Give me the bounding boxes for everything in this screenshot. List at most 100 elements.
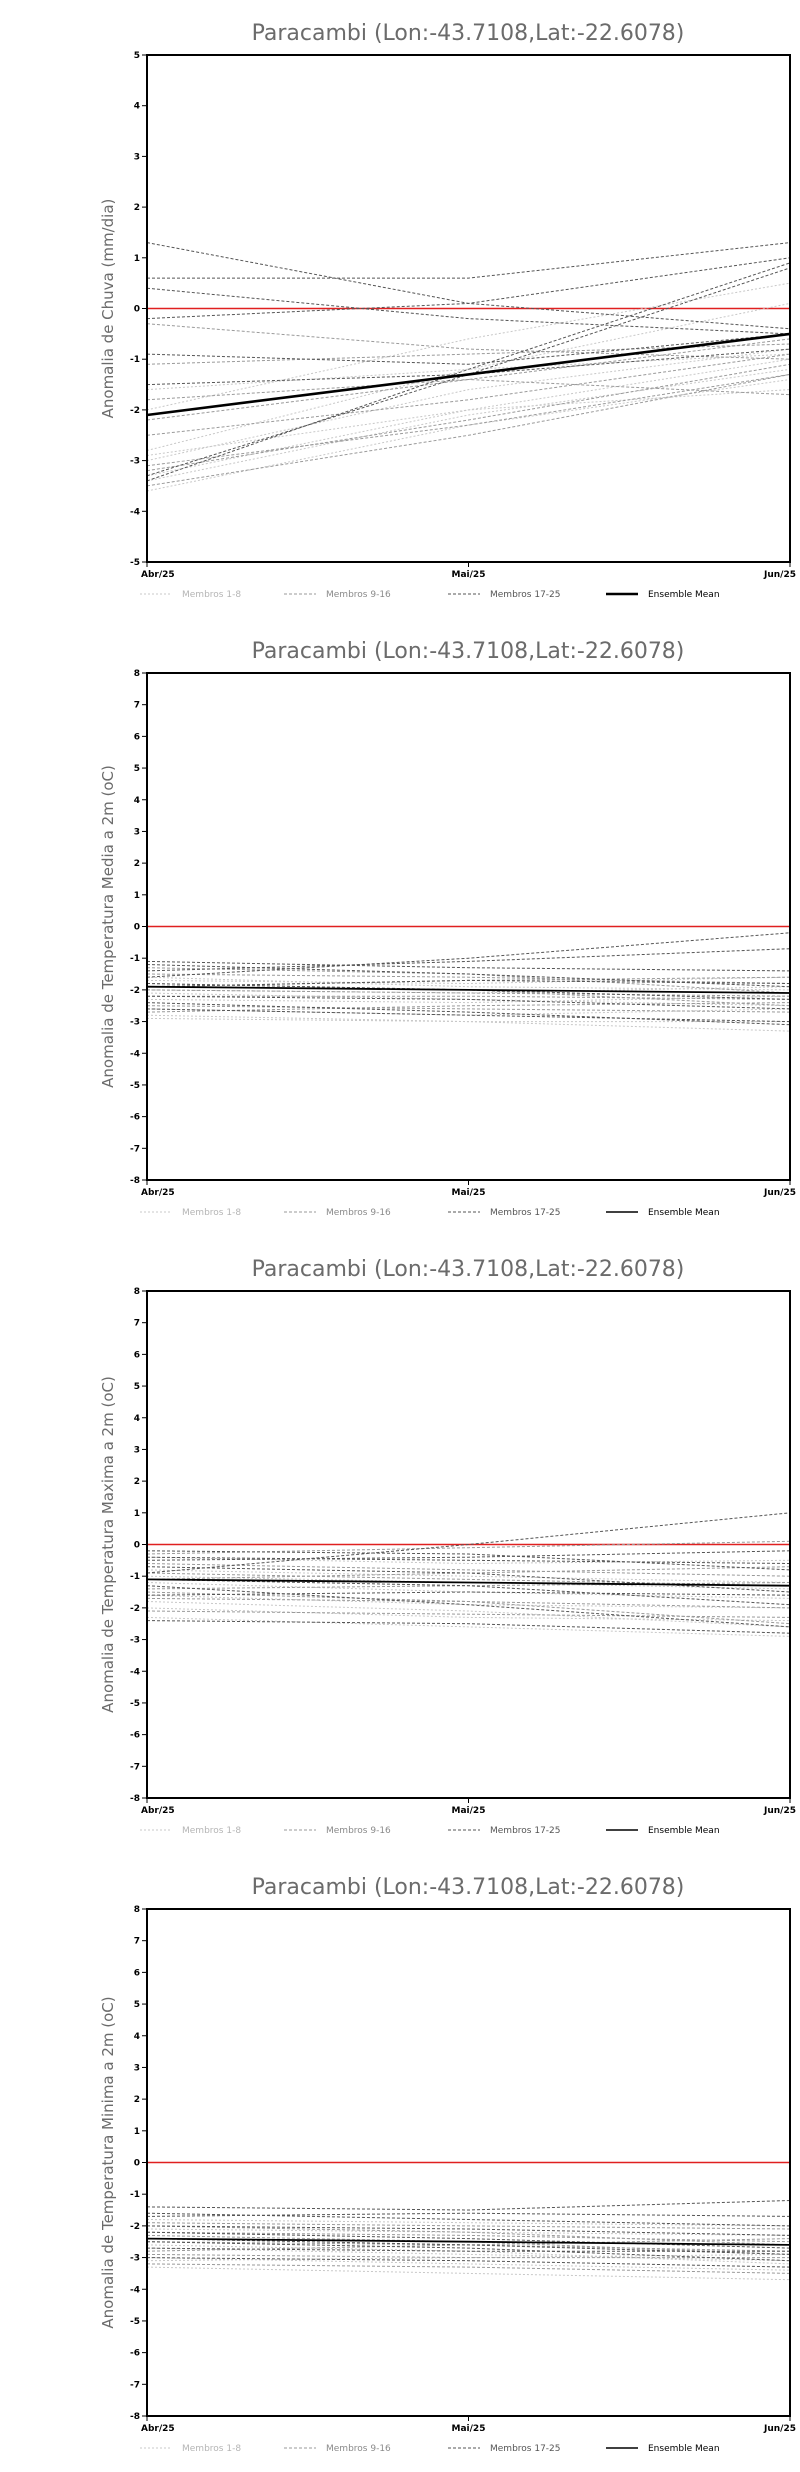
x-tick-label: Abr/25	[141, 570, 175, 580]
x-tick-label: Abr/25	[141, 1806, 175, 1816]
ensemble-mean-line	[146, 1578, 791, 1587]
member-line	[146, 1569, 791, 1583]
legend-label: Membros 9-16	[326, 2444, 391, 2454]
member-line	[146, 1566, 791, 1593]
y-tick-label: 5	[134, 51, 140, 61]
y-tick-label: -2	[130, 1604, 140, 1614]
member-line	[146, 2219, 791, 2227]
x-tick-label: Jun/25	[763, 1188, 796, 1198]
y-tick-label: 7	[134, 1319, 140, 1329]
member-line	[146, 262, 791, 482]
x-tick-label: Mai/25	[452, 1806, 486, 1816]
member-line	[146, 2225, 791, 2246]
member-line	[146, 378, 791, 401]
y-tick-label: 0	[134, 1541, 140, 1551]
y-tick-label: 6	[134, 732, 140, 742]
y-tick-label: -6	[130, 1731, 140, 1741]
x-tick-label: Mai/25	[452, 570, 486, 580]
y-tick-label: -3	[130, 457, 140, 467]
y-tick-label: -4	[130, 1049, 140, 1059]
member-line	[147, 242, 791, 279]
y-tick-label: 4	[134, 796, 140, 806]
member-line	[146, 1572, 791, 1587]
plot-frame	[146, 54, 791, 563]
member-line	[146, 1002, 791, 1026]
legend-label: Membros 9-16	[326, 590, 391, 600]
member-line	[146, 358, 791, 477]
member-line	[146, 1620, 791, 1634]
member-line	[146, 2257, 791, 2268]
member-line	[146, 2247, 790, 2252]
y-tick-label: 7	[134, 1937, 140, 1947]
member-line	[146, 282, 791, 411]
member-line	[146, 323, 791, 360]
y-axis-label: Anomalia de Temperatura Media a 2m (oC)	[99, 765, 117, 1088]
y-tick-label: 4	[134, 1414, 140, 1424]
y-tick-label: 7	[134, 701, 140, 711]
chart-1: Paracambi (Lon:-43.7108,Lat:-22.6078) Ano…	[99, 21, 796, 600]
y-tick-label: 5	[134, 764, 140, 774]
y-tick-label: -3	[130, 1018, 140, 1028]
member-line	[146, 1556, 791, 1564]
x-tick-label: Jun/25	[763, 570, 796, 580]
member-line	[146, 2200, 791, 2211]
member-line	[146, 302, 791, 451]
member-line	[146, 373, 791, 467]
legend-label: Membros 1-8	[182, 1826, 241, 1836]
ensemble-mean-line	[146, 2237, 791, 2246]
member-line	[146, 2253, 790, 2259]
member-line	[146, 379, 791, 492]
member-line	[146, 989, 791, 997]
legend-label: Membros 17-25	[490, 1208, 561, 1218]
chart-title: Paracambi (Lon:-43.7108,Lat:-22.6078)	[252, 1257, 685, 1282]
y-tick-label: -3	[130, 1636, 140, 1646]
y-tick-label: -3	[130, 2254, 140, 2264]
y-tick-label: -4	[130, 2285, 140, 2295]
member-line	[146, 1610, 791, 1618]
member-line	[146, 976, 791, 991]
legend-label: Ensemble Mean	[648, 590, 720, 600]
y-tick-label: 4	[134, 102, 140, 112]
member-line	[146, 333, 791, 365]
member-line	[146, 1005, 791, 1013]
y-tick-label: -1	[130, 2190, 140, 2200]
plot-frame	[146, 672, 791, 1181]
y-tick-label: 5	[134, 2000, 140, 2010]
member-line	[147, 995, 791, 1000]
y-tick-label: 4	[134, 2032, 140, 2042]
x-tick-label: Abr/25	[141, 2424, 175, 2434]
y-tick-label: -2	[130, 406, 140, 416]
x-tick-label: Jun/25	[763, 2424, 796, 2434]
y-tick-label: -6	[130, 2349, 140, 2359]
y-axis-label: Anomalia de Chuva (mm/dia)	[99, 199, 117, 419]
member-line	[146, 1002, 791, 1013]
plot-frame	[146, 1908, 791, 2417]
member-line	[146, 1597, 791, 1609]
chart-title: Paracambi (Lon:-43.7108,Lat:-22.6078)	[252, 1875, 685, 1900]
x-tick-label: Abr/25	[141, 1188, 175, 1198]
member-line	[146, 368, 791, 482]
y-tick-label: 0	[134, 305, 140, 315]
member-line	[146, 1014, 791, 1032]
chart-3: Paracambi (Lon:-43.7108,Lat:-22.6078) Ano…	[99, 1257, 796, 1836]
legend-label: Ensemble Mean	[648, 2444, 720, 2454]
chart-title: Paracambi (Lon:-43.7108,Lat:-22.6078)	[252, 21, 685, 46]
chart-4: Paracambi (Lon:-43.7108,Lat:-22.6078) Ano…	[99, 1875, 796, 2454]
y-tick-label: 8	[134, 669, 140, 679]
x-tick-label: Mai/25	[452, 1188, 486, 1198]
legend-label: Membros 1-8	[182, 590, 241, 600]
member-line	[146, 353, 791, 391]
y-tick-label: -8	[130, 1176, 140, 1186]
member-line	[146, 348, 791, 462]
member-line	[146, 373, 791, 487]
member-line	[146, 960, 791, 972]
member-line	[146, 2231, 791, 2249]
y-tick-label: 0	[134, 2159, 140, 2169]
legend-label: Membros 17-25	[490, 1826, 561, 1836]
legend-label: Membros 1-8	[182, 1208, 241, 1218]
member-line	[146, 2225, 791, 2236]
legend-label: Ensemble Mean	[648, 1826, 720, 1836]
member-line	[146, 2212, 791, 2217]
member-line	[146, 2257, 791, 2271]
